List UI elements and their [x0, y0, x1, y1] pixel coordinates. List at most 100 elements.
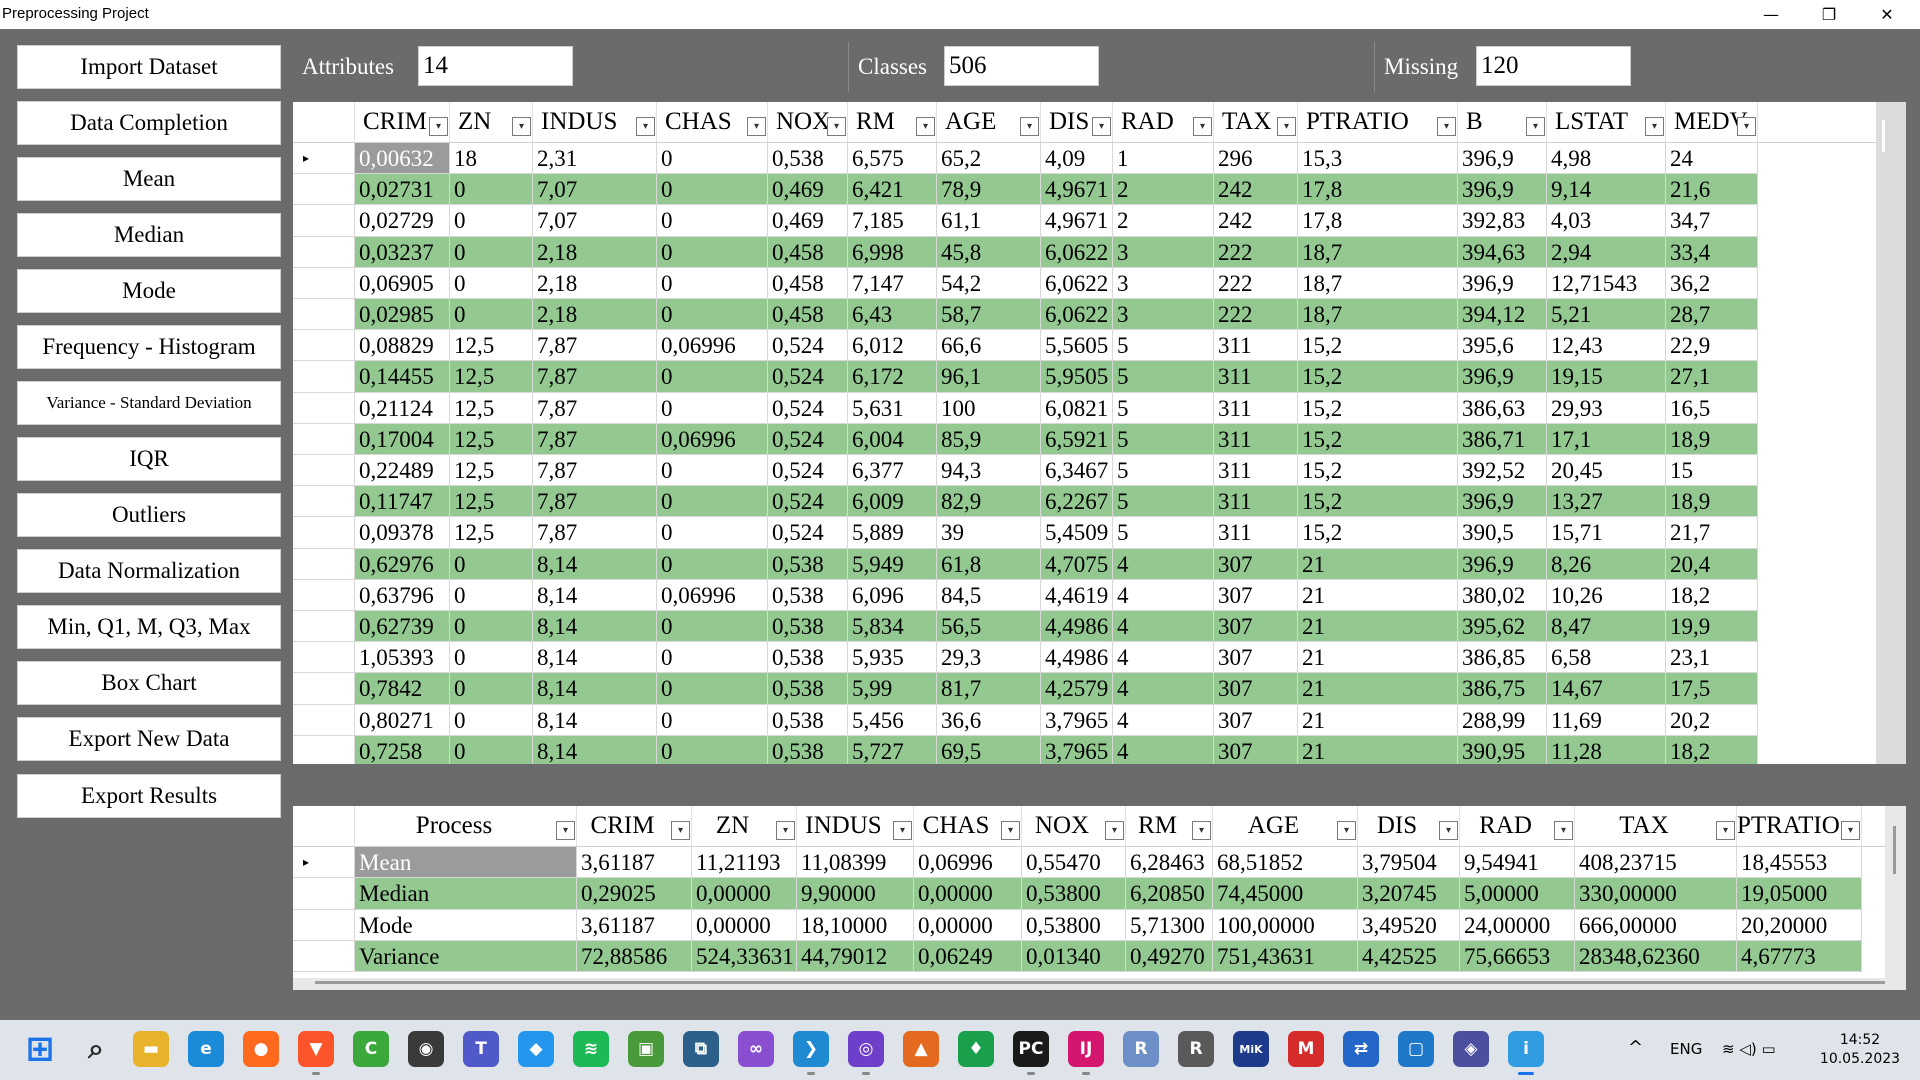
table-cell[interactable]: 9,14 [1547, 174, 1666, 206]
variance-standard-deviation-button[interactable]: Variance - Standard Deviation [17, 381, 281, 425]
table-cell[interactable]: 0,01340 [1022, 940, 1126, 973]
table-cell[interactable]: 0,469 [768, 174, 848, 206]
r-icon[interactable]: R [1123, 1031, 1159, 1067]
table-cell[interactable]: 4,42525 [1358, 940, 1460, 973]
table-cell[interactable]: 5,834 [848, 611, 937, 643]
table-row[interactable]: 0,08829 12,5 7,87 0,06996 0,524 6,012 66,6 5,56… [293, 330, 1758, 362]
table-row[interactable]: Variance 72,88586 524,33631 44,79012 0,06249… [293, 940, 1862, 973]
column-header-age[interactable]: AGE ▾ [1213, 806, 1358, 846]
table-cell[interactable]: 5 [1113, 455, 1214, 487]
column-header-nox[interactable]: NOX ▾ [768, 102, 848, 142]
table-cell[interactable]: 17,8 [1298, 174, 1458, 206]
table-cell[interactable]: 0,00000 [914, 909, 1022, 941]
table-cell[interactable]: 386,63 [1458, 392, 1547, 424]
table-cell[interactable]: 0 [450, 579, 533, 611]
row-header[interactable]: ▸ [293, 143, 355, 175]
table-cell[interactable]: 392,83 [1458, 205, 1547, 237]
table-cell[interactable]: 6,421 [848, 174, 937, 206]
table-cell[interactable]: 20,20000 [1737, 909, 1862, 941]
table-cell[interactable]: 11,28 [1547, 735, 1666, 764]
table-cell[interactable]: 19,15 [1547, 361, 1666, 393]
table-cell[interactable]: 311 [1214, 392, 1298, 424]
table-row[interactable]: 0,02985 0 2,18 0 0,458 6,43 58,7 6,0622 3 222 18,7… [293, 299, 1758, 331]
column-header-nox[interactable]: NOX ▾ [1022, 806, 1126, 846]
table-cell[interactable]: 8,47 [1547, 611, 1666, 643]
table-cell[interactable]: 0,53800 [1022, 909, 1126, 941]
column-header-b[interactable]: B ▾ [1458, 102, 1547, 142]
table-cell[interactable]: 15,2 [1298, 455, 1458, 487]
table-cell[interactable]: 4,03 [1547, 205, 1666, 237]
table-cell[interactable]: 18,9 [1666, 423, 1758, 455]
table-cell[interactable]: 0 [450, 704, 533, 736]
column-header-process[interactable]: Process ▾ [355, 806, 577, 846]
table-cell[interactable]: 0,11747 [355, 486, 450, 518]
table-cell[interactable]: 13,27 [1547, 486, 1666, 518]
filter-dropdown-icon[interactable]: ▾ [747, 117, 766, 136]
table-cell[interactable]: 81,7 [937, 673, 1041, 705]
row-header[interactable] [293, 517, 355, 549]
column-header-indus[interactable]: INDUS ▾ [797, 806, 914, 846]
table-cell[interactable]: 0 [657, 236, 768, 268]
table-cell[interactable]: 386,75 [1458, 673, 1547, 705]
table-cell[interactable]: 0 [657, 392, 768, 424]
table-cell[interactable]: 21 [1298, 735, 1458, 764]
filter-dropdown-icon[interactable]: ▾ [671, 821, 690, 840]
table-cell[interactable]: 5,4509 [1041, 517, 1113, 549]
filter-dropdown-icon[interactable]: ▾ [512, 117, 531, 136]
table-cell[interactable]: 0 [450, 299, 533, 331]
docker-icon[interactable]: ◆ [518, 1031, 554, 1067]
scrollbar-thumb[interactable] [315, 981, 1885, 984]
table-row[interactable]: 0,14455 12,5 7,87 0 0,524 6,172 96,1 5,9505 5 311… [293, 361, 1758, 393]
table-cell[interactable]: 21 [1298, 579, 1458, 611]
file-explorer-icon[interactable]: ▬ [133, 1031, 169, 1067]
table-cell[interactable]: 395,6 [1458, 330, 1547, 362]
table-cell[interactable]: 11,08399 [797, 847, 914, 879]
table-cell[interactable]: 21 [1298, 548, 1458, 580]
table-cell[interactable]: 19,05000 [1737, 878, 1862, 910]
table-cell[interactable]: 408,23715 [1575, 847, 1737, 879]
table-cell[interactable]: 2,94 [1547, 236, 1666, 268]
column-header-ptratio[interactable]: PTRATIO ▾ [1298, 102, 1458, 142]
table-cell[interactable]: 0,524 [768, 423, 848, 455]
table-cell[interactable]: 311 [1214, 361, 1298, 393]
table-row[interactable]: 0,63796 0 8,14 0,06996 0,538 6,096 84,5 4,4619 4… [293, 579, 1758, 611]
table-cell[interactable]: 396,9 [1458, 486, 1547, 518]
filter-dropdown-icon[interactable]: ▾ [1737, 117, 1756, 136]
vmware-icon[interactable]: ⧉ [683, 1031, 719, 1067]
table-cell[interactable]: 15,2 [1298, 361, 1458, 393]
table-cell[interactable]: 0 [450, 611, 533, 643]
table-cell[interactable]: 0 [657, 174, 768, 206]
table-cell[interactable]: 0,02985 [355, 299, 450, 331]
table-cell[interactable]: 20,2 [1666, 704, 1758, 736]
bitdefender-icon[interactable]: ♦ [958, 1031, 994, 1067]
table-cell[interactable]: 307 [1214, 548, 1298, 580]
table-cell[interactable]: 7,87 [533, 423, 657, 455]
table-cell[interactable]: 7,07 [533, 205, 657, 237]
pycharm-icon[interactable]: PC [1013, 1031, 1049, 1067]
table-cell[interactable]: 12,5 [450, 392, 533, 424]
miktex-icon[interactable]: MiK [1233, 1031, 1269, 1067]
table-cell[interactable]: 11,69 [1547, 704, 1666, 736]
table-cell[interactable]: 4,7075 [1041, 548, 1113, 580]
table-cell[interactable]: 4,67773 [1737, 940, 1862, 973]
table-cell[interactable]: 1 [1113, 143, 1214, 175]
table-cell[interactable]: 0,22489 [355, 455, 450, 487]
table-cell[interactable]: 307 [1214, 579, 1298, 611]
table-cell[interactable]: 0,06996 [914, 847, 1022, 879]
table-cell[interactable]: 307 [1214, 673, 1298, 705]
table-cell[interactable]: 0 [657, 361, 768, 393]
table-cell[interactable]: 4 [1113, 548, 1214, 580]
table-cell[interactable]: Mean [355, 847, 577, 879]
table-cell[interactable]: 5,889 [848, 517, 937, 549]
table-cell[interactable]: 6,2267 [1041, 486, 1113, 518]
table-row[interactable]: ▸ Mean 3,61187 11,21193 11,08399 0,06996 0,554… [293, 847, 1862, 879]
table-cell[interactable]: 666,00000 [1575, 909, 1737, 941]
table-row[interactable]: 0,11747 12,5 7,87 0 0,524 6,009 82,9 6,2267 5 311… [293, 486, 1758, 518]
table-cell[interactable]: 311 [1214, 330, 1298, 362]
table-cell[interactable]: 6,377 [848, 455, 937, 487]
table-cell[interactable]: 0 [657, 642, 768, 674]
table-cell[interactable]: 2 [1113, 205, 1214, 237]
table-cell[interactable]: 19,9 [1666, 611, 1758, 643]
table-cell[interactable]: 0,02731 [355, 174, 450, 206]
table-cell[interactable]: 34,7 [1666, 205, 1758, 237]
